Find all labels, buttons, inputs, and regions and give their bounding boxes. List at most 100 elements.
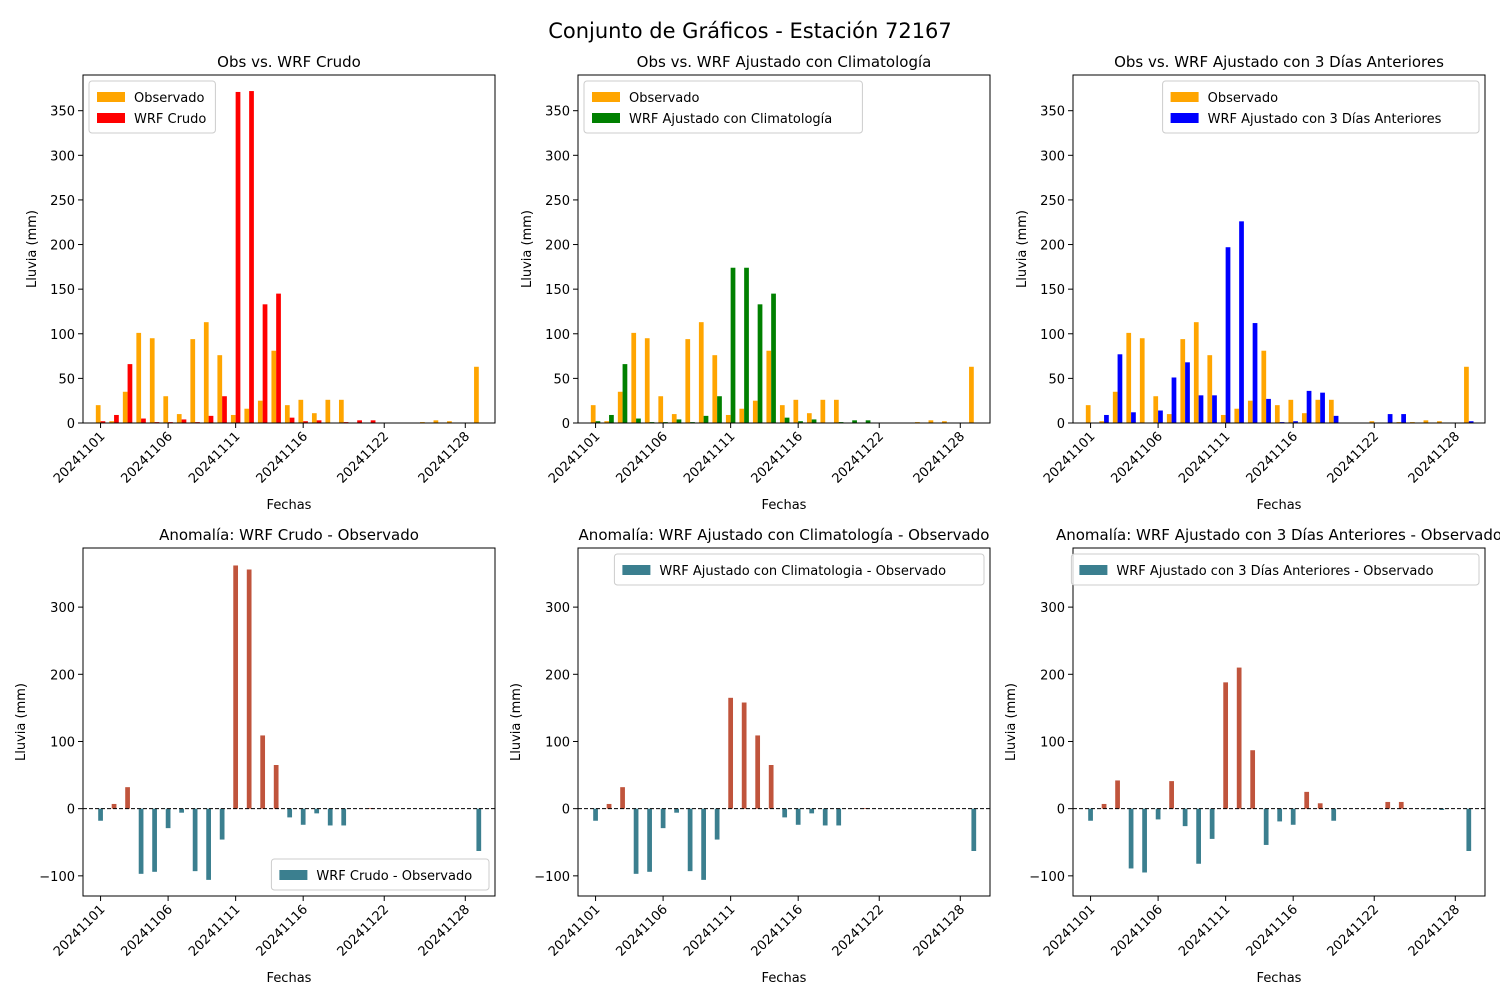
bar-series-2-20241109: [208, 415, 214, 423]
y-tick-label: 300: [545, 601, 570, 616]
y-tick-label: 350: [1040, 105, 1065, 120]
bar-anomaly-20241102: [1101, 803, 1107, 809]
y-tick-label: 100: [1040, 328, 1065, 343]
bar-series-2-20241123: [1387, 414, 1393, 423]
legend-label: Observado: [1208, 91, 1279, 106]
bar-series-1-20241112: [244, 408, 250, 423]
x-tick-label: 20241116: [254, 429, 311, 486]
bar-anomaly-20241118: [327, 808, 333, 826]
bar-series-1-20241116: [1288, 399, 1294, 423]
chart-panel-2: Obs vs. WRF Ajustado con Climatología 0 50…: [520, 53, 991, 513]
bar-series-1-20241103: [1112, 391, 1118, 423]
x-tick-label: 20241122: [830, 902, 887, 959]
bar-series-1-20241110: [712, 355, 718, 423]
bar-series-1-20241102: [1099, 421, 1105, 423]
bar-series-2-20241104: [1131, 412, 1136, 423]
x-axis-label: Fechas: [267, 971, 312, 986]
x-tick-label: 20241101: [51, 429, 108, 486]
bar-series-2-20241115: [784, 417, 790, 423]
bar-anomaly-20241103: [620, 787, 625, 809]
x-tick-label: 20241122: [830, 429, 887, 486]
y-tick-label: 250: [545, 194, 570, 209]
bar-series-1-20241111: [230, 414, 236, 423]
bar-series-2-20241103: [1117, 354, 1123, 423]
bar-anomaly-20241129: [1466, 808, 1472, 851]
y-axis-label: Lluvia (mm): [25, 210, 40, 288]
legend-swatch: [1170, 113, 1199, 123]
x-tick-label: 20241106: [1109, 902, 1166, 959]
y-tick-label: 50: [58, 372, 75, 387]
y-tick-label: 200: [1040, 239, 1065, 254]
bar-series-1-20241126: [433, 420, 439, 423]
x-tick-label: 20241106: [614, 429, 671, 486]
bar-series-2-20241107: [676, 419, 682, 423]
bar-series-1-20241118: [1315, 399, 1321, 423]
bar-series-1-20241117: [806, 413, 812, 423]
bar-anomaly-20241109: [1196, 808, 1201, 864]
bar-series-1-20241115: [779, 405, 785, 423]
bar-anomaly-20241112: [741, 702, 747, 809]
y-tick-label: 0: [1057, 417, 1065, 432]
bar-series-2-20241112: [744, 267, 749, 423]
bar-series-1-20241116: [793, 399, 799, 423]
bar-series-2-20241103: [622, 364, 628, 423]
bar-series-1-20241108: [190, 339, 196, 423]
legend-label: WRF Ajustado con Climatología: [629, 112, 832, 127]
bar-series-1-20241113: [257, 400, 263, 423]
x-tick-label: 20241111: [681, 902, 738, 959]
chart-panels: Obs vs. WRF Crudo 0 50 100 150 200 250 300 350 20…: [14, 53, 1500, 986]
bar-series-1-20241126: [1423, 420, 1429, 423]
bar-anomaly-20241119: [1331, 808, 1337, 821]
legend-box: [1070, 553, 1480, 586]
chart-panel-4: Anomalía: WRF Crudo - Observado −100 0 100 2…: [14, 526, 496, 986]
bar-series-1-20241103: [617, 391, 623, 423]
legend-swatch: [592, 113, 620, 123]
bar-anomaly-20241106: [1155, 808, 1161, 820]
bar-anomaly-20241108: [192, 808, 198, 872]
bar-series-1-20241109: [203, 322, 209, 423]
x-tick-label: 20241111: [1176, 902, 1233, 959]
y-tick-label: −100: [1029, 870, 1065, 885]
bar-series-1-20241116: [298, 399, 304, 423]
bar-anomaly-20241119: [341, 808, 347, 826]
bar-anomaly-20241102: [111, 803, 117, 809]
bar-series-2-20241113: [757, 304, 763, 423]
bar-series-2-20241116: [303, 421, 308, 423]
bar-series-2-20241124: [1401, 414, 1406, 423]
bar-series-1-20241119: [338, 399, 344, 423]
x-tick-label: 20241101: [1041, 429, 1098, 486]
chart-title: Obs vs. WRF Crudo: [217, 53, 361, 71]
bar-anomaly-20241103: [125, 787, 130, 809]
bar-anomaly-20241129: [971, 808, 977, 851]
legend: Observado WRF Ajustado con 3 Días Anterio…: [1162, 80, 1480, 134]
bar-series-1-20241119: [1328, 399, 1334, 423]
y-tick-label: 100: [1040, 735, 1065, 750]
legend-label: Observado: [629, 91, 700, 106]
bar-series-2-20241117: [1306, 390, 1312, 423]
bar-series-2-20241101: [100, 421, 106, 423]
legend-swatch: [97, 92, 125, 102]
x-tick-label: 20241128: [416, 429, 473, 486]
bar-anomaly-20241109: [206, 808, 211, 880]
x-tick-label: 20241106: [614, 902, 671, 959]
bar-series-1-20241119: [833, 399, 839, 423]
bar-series-2-20241110: [222, 396, 227, 423]
chart-title: Anomalía: WRF Ajustado con 3 Días Anteri…: [1056, 526, 1500, 544]
y-tick-label: 300: [50, 149, 75, 164]
bar-series-1-20241114: [766, 350, 772, 423]
bar-anomaly-20241119: [836, 808, 842, 826]
bar-series-2-20241102: [609, 414, 614, 423]
bar-series-2-20241109: [1198, 395, 1204, 423]
bar-series-1-20241112: [1234, 408, 1240, 423]
bar-anomaly-20241117: [809, 808, 815, 814]
legend-box: [583, 80, 863, 134]
bar-anomaly-20241104: [1128, 808, 1134, 869]
y-tick-label: 300: [545, 149, 570, 164]
bar-anomaly-20241113: [260, 735, 266, 809]
y-tick-label: 200: [50, 239, 75, 254]
bar-anomaly-20241108: [1182, 808, 1188, 827]
bar-series-1-20241118: [325, 399, 331, 423]
legend-label: Observado: [134, 91, 205, 106]
x-axis-label: Fechas: [1257, 498, 1302, 513]
y-tick-label: 50: [1048, 372, 1065, 387]
